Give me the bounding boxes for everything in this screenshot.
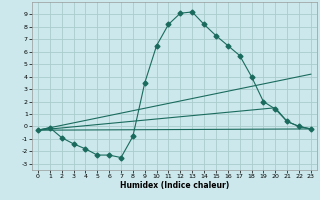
X-axis label: Humidex (Indice chaleur): Humidex (Indice chaleur) [120,181,229,190]
